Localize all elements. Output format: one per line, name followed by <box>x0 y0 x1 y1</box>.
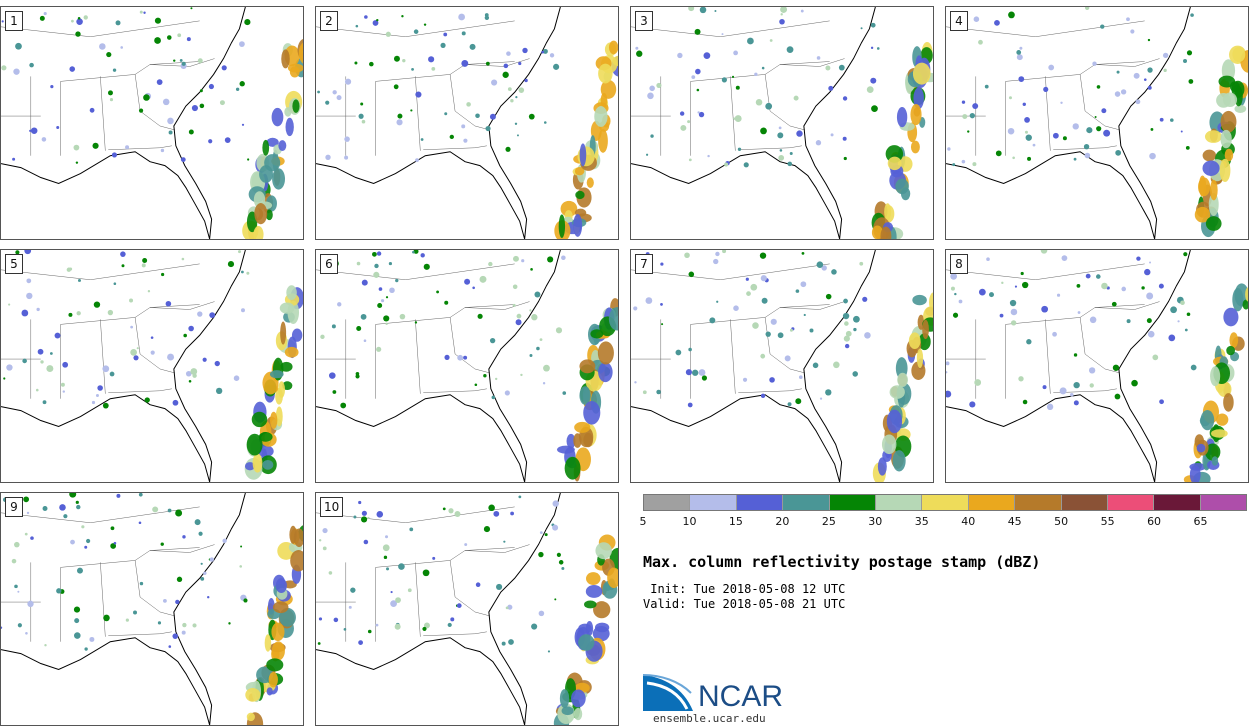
member-number: 1 <box>5 11 23 31</box>
member-panel: 5 <box>0 249 304 483</box>
member-number: 9 <box>5 497 23 517</box>
init-time: Init: Tue 2018-05-08 12 UTC <box>643 582 846 596</box>
colorbar-tick-label: 10 <box>682 515 697 528</box>
plot-title: Max. column reflectivity postage stamp (… <box>643 553 1041 571</box>
reflectivity-map <box>316 250 618 482</box>
colorbar-tick-label: 35 <box>914 515 929 528</box>
colorbar-swatch <box>922 495 969 510</box>
colorbar-swatch <box>736 495 784 510</box>
colorbar-tick-label: 15 <box>728 515 743 528</box>
colorbar-tick-label: 65 <box>1193 515 1208 528</box>
colorbar-swatch <box>783 495 830 510</box>
member-panel: 4 <box>945 6 1249 240</box>
member-number: 2 <box>320 11 338 31</box>
reflectivity-map <box>946 250 1248 482</box>
member-panel: 10 <box>315 492 619 726</box>
reflectivity-map <box>946 7 1248 239</box>
colorbar-tick-label: 50 <box>1054 515 1069 528</box>
reflectivity-map <box>1 7 303 239</box>
colorbar-tick-label: 5 <box>639 515 647 528</box>
member-panel: 9 <box>0 492 304 726</box>
member-number: 5 <box>5 254 23 274</box>
colorbar-ticks: 5 10 15 20 25 30 35 40 45 50 55 60 65 <box>639 515 1247 529</box>
ncar-logo-icon <box>643 674 693 711</box>
member-panel: 1 <box>0 6 304 240</box>
member-panel: 7 <box>630 249 934 483</box>
member-panel: 8 <box>945 249 1249 483</box>
reflectivity-map <box>316 7 618 239</box>
colorbar-tick-label: 40 <box>961 515 976 528</box>
reflectivity-map <box>1 250 303 482</box>
ncar-logo-text: NCAR <box>698 680 784 713</box>
colorbar-swatch <box>644 495 691 510</box>
colorbar-swatch <box>829 495 876 510</box>
member-panel: 3 <box>630 6 934 240</box>
colorbar-swatch <box>968 495 1016 510</box>
colorbar-tick-label: 30 <box>868 515 883 528</box>
member-number: 8 <box>950 254 968 274</box>
colorbar-swatch <box>1015 495 1062 510</box>
valid-time: Valid: Tue 2018-05-08 21 UTC <box>643 597 846 611</box>
member-panel: 2 <box>315 6 619 240</box>
member-number: 3 <box>635 11 653 31</box>
colorbar-swatch <box>690 495 737 510</box>
member-number: 7 <box>635 254 653 274</box>
colorbar-swatch <box>875 495 923 510</box>
reflectivity-map <box>316 493 618 725</box>
reflectivity-colorbar <box>643 494 1247 511</box>
member-number: 4 <box>950 11 968 31</box>
reflectivity-map <box>631 250 933 482</box>
colorbar-tick-label: 20 <box>775 515 790 528</box>
member-number: 10 <box>320 497 344 517</box>
member-panel: 6 <box>315 249 619 483</box>
colorbar-tick-label: 60 <box>1147 515 1162 528</box>
colorbar-swatch <box>1107 495 1155 510</box>
member-number: 6 <box>320 254 338 274</box>
colorbar-swatch <box>1154 495 1201 510</box>
colorbar-swatch <box>1200 495 1247 510</box>
reflectivity-map <box>631 7 933 239</box>
colorbar-swatch <box>1061 495 1108 510</box>
colorbar-tick-label: 45 <box>1007 515 1022 528</box>
website-label: ensemble.ucar.edu <box>653 712 766 725</box>
reflectivity-map <box>1 493 303 725</box>
colorbar-tick-label: 55 <box>1100 515 1115 528</box>
colorbar-tick-label: 25 <box>821 515 836 528</box>
